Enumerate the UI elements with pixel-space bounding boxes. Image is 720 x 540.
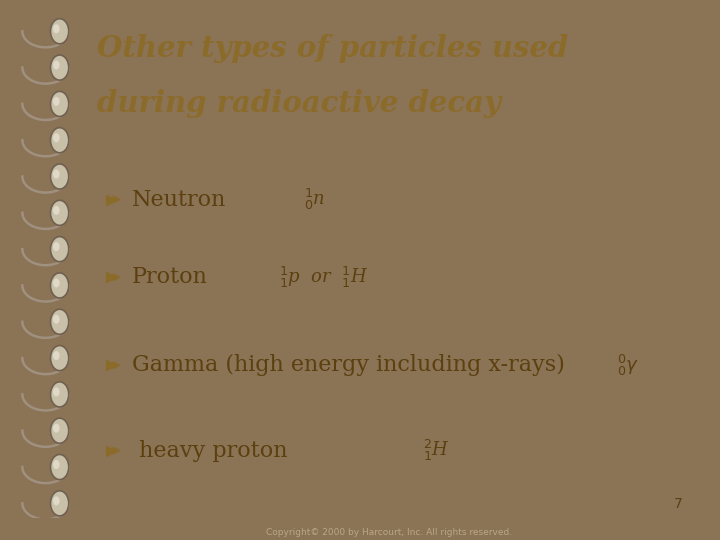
Text: heavy proton: heavy proton — [132, 440, 287, 462]
Ellipse shape — [50, 455, 68, 480]
Ellipse shape — [53, 97, 60, 106]
Ellipse shape — [53, 279, 60, 287]
Ellipse shape — [50, 237, 68, 262]
Ellipse shape — [50, 91, 68, 117]
Ellipse shape — [53, 60, 60, 70]
Text: Gamma (high energy including x-rays): Gamma (high energy including x-rays) — [132, 354, 564, 376]
Text: 7: 7 — [674, 497, 683, 511]
Ellipse shape — [53, 351, 60, 360]
Ellipse shape — [53, 424, 60, 433]
Text: $^{1}_{1}$p  or  $^{1}_{1}$H: $^{1}_{1}$p or $^{1}_{1}$H — [279, 265, 368, 290]
Ellipse shape — [53, 206, 60, 215]
Ellipse shape — [50, 19, 68, 44]
Text: Proton: Proton — [132, 266, 207, 288]
Ellipse shape — [50, 382, 68, 407]
Text: during radioactive decay: during radioactive decay — [97, 89, 501, 118]
Ellipse shape — [50, 418, 68, 443]
Text: Copyright© 2000 by Harcourt, Inc. All rights reserved.: Copyright© 2000 by Harcourt, Inc. All ri… — [266, 528, 512, 537]
Ellipse shape — [50, 55, 68, 80]
Ellipse shape — [53, 387, 60, 396]
Text: $^{1}_{0}$n: $^{1}_{0}$n — [304, 187, 325, 212]
Ellipse shape — [50, 346, 68, 370]
Text: $^{0}_{0}\gamma$: $^{0}_{0}\gamma$ — [617, 353, 639, 378]
Ellipse shape — [50, 273, 68, 298]
Ellipse shape — [53, 460, 60, 469]
Ellipse shape — [50, 164, 68, 189]
Text: $^{2}_{1}$H: $^{2}_{1}$H — [423, 438, 449, 463]
Ellipse shape — [53, 496, 60, 505]
Ellipse shape — [53, 170, 60, 179]
Ellipse shape — [50, 491, 68, 516]
Text: Neutron: Neutron — [132, 188, 226, 211]
Ellipse shape — [53, 24, 60, 33]
Ellipse shape — [50, 200, 68, 225]
Ellipse shape — [50, 127, 68, 153]
Text: Other types of particles used: Other types of particles used — [97, 34, 568, 63]
Ellipse shape — [50, 309, 68, 334]
Ellipse shape — [53, 242, 60, 251]
Ellipse shape — [53, 315, 60, 324]
Ellipse shape — [53, 133, 60, 142]
